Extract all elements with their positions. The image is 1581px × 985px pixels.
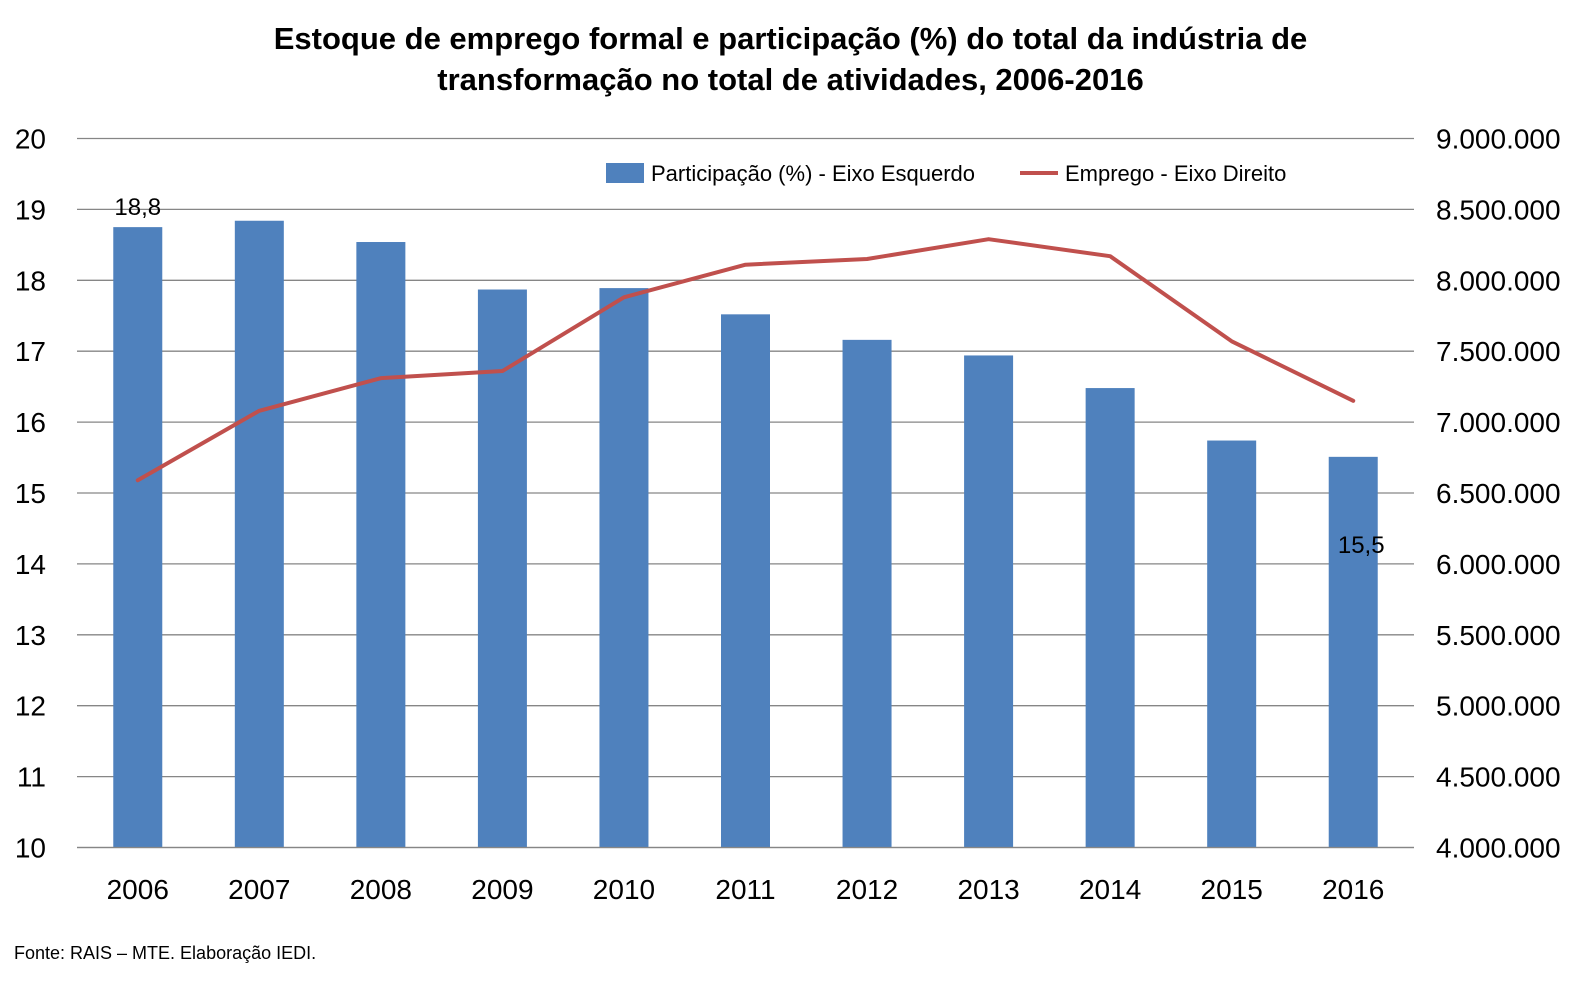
right-axis-tick-label: 5.500.000	[1436, 620, 1561, 651]
x-axis-tick-label: 2014	[1079, 874, 1141, 905]
bar-2008	[356, 242, 406, 848]
right-axis-tick-label: 6.000.000	[1436, 549, 1561, 580]
right-axis-tick-label: 8.500.000	[1436, 194, 1561, 225]
right-axis-tick-label: 7.000.000	[1436, 407, 1561, 438]
x-axis-tick-label: 2009	[471, 874, 533, 905]
left-axis-tick-label: 12	[15, 691, 46, 722]
legend-bar-swatch	[606, 163, 644, 183]
right-axis-tick-label: 5.000.000	[1436, 691, 1561, 722]
right-axis-tick-label: 9.000.000	[1436, 124, 1561, 155]
axes: 10 11 12 13 14 15 16 17 18 19 20 4.000.000 4.500.000…	[15, 124, 1561, 906]
left-axis-tick-label: 14	[15, 549, 46, 580]
left-axis-tick-label: 15	[15, 478, 46, 509]
bar-2012	[842, 339, 892, 848]
bar-2006	[113, 227, 163, 848]
bar-2009	[477, 289, 527, 848]
bar-2015	[1207, 440, 1257, 848]
line-series	[135, 237, 1356, 483]
right-axis-tick-label: 4.000.000	[1436, 833, 1561, 864]
bar-2011	[721, 314, 770, 848]
left-axis-tick-label: 16	[15, 407, 46, 438]
left-axis-tick-label: 17	[15, 336, 46, 367]
right-axis-tick-label: 4.500.000	[1436, 762, 1561, 793]
x-axis-tick-label: 2016	[1322, 874, 1384, 905]
x-axis-tick-label: 2011	[715, 874, 775, 905]
chart-title-line-1: Estoque de emprego formal e participação…	[273, 21, 1308, 56]
bar-2013	[964, 355, 1014, 848]
bars	[113, 220, 1378, 848]
right-axis-tick-label: 7.500.000	[1436, 336, 1561, 367]
left-axis-tick-label: 20	[15, 124, 46, 155]
data-labels: 18,8 15,5	[114, 194, 1384, 559]
chart-title: Estoque de emprego formal e participação…	[0, 18, 1581, 100]
x-axis-tick-label: 2010	[593, 874, 655, 905]
legend: Participação (%) - Eixo Esquerdo Emprego …	[606, 161, 1286, 186]
left-axis-tick-label: 11	[17, 762, 46, 793]
bar-2007	[234, 220, 284, 848]
left-axis-tick-label: 13	[15, 620, 46, 651]
source-note: Fonte: RAIS – MTE. Elaboração IEDI.	[14, 943, 317, 963]
right-axis-tick-label: 6.500.000	[1436, 478, 1561, 509]
x-axis-tick-label: 2013	[957, 874, 1019, 905]
left-axis-tick-label: 19	[15, 194, 46, 225]
x-axis-tick-label: 2012	[836, 874, 898, 905]
chart-title-line-2: transformação no total de atividades, 20…	[437, 62, 1144, 97]
legend-bar-label: Participação (%) - Eixo Esquerdo	[651, 161, 975, 186]
left-axis-tick-label: 10	[15, 833, 46, 864]
right-axis-tick-label: 8.000.000	[1436, 265, 1561, 296]
x-axis-tick-label: 2007	[228, 874, 290, 905]
data-label-2016: 15,5	[1338, 532, 1385, 559]
left-axis-tick-label: 18	[15, 265, 46, 296]
bar-2016	[1328, 456, 1378, 848]
x-axis-tick-label: 2015	[1201, 874, 1263, 905]
data-label-2006: 18,8	[114, 194, 161, 221]
bar-2010	[599, 288, 649, 848]
x-axis-tick-label: 2006	[107, 874, 169, 905]
x-axis-tick-label: 2008	[350, 874, 412, 905]
legend-line-label: Emprego - Eixo Direito	[1065, 161, 1286, 186]
bar-2014	[1085, 388, 1135, 848]
